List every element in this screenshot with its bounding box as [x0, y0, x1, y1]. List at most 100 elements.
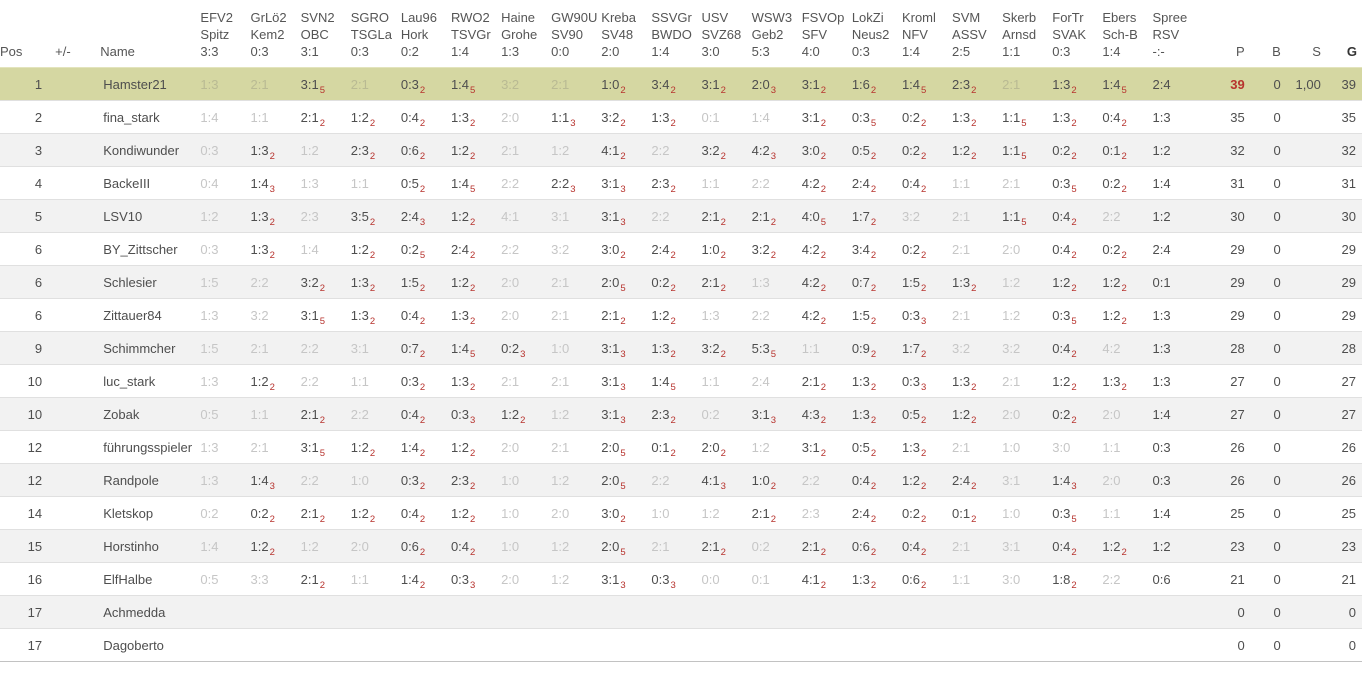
tip-cell: 1:2 — [1149, 529, 1200, 563]
player-name-cell[interactable]: Kletskop — [100, 496, 198, 530]
tip-points: 2 — [470, 282, 476, 294]
tip-score: 3:1 — [601, 373, 620, 389]
tip-points: 2 — [419, 117, 426, 129]
tip-cell — [297, 628, 348, 662]
player-name-cell[interactable]: Hamster21 — [100, 67, 198, 101]
match-header-Haine: Haine Grohe 1:3 — [498, 0, 548, 68]
tip-cell: 1:43 — [247, 463, 298, 497]
tip-score: 0:2 — [651, 274, 670, 290]
tip-cell: 2:2 — [648, 463, 699, 497]
match-header-GrLö2: GrLö2 Kem2 0:3 — [248, 0, 298, 68]
player-name-cell[interactable]: Horstinho — [100, 529, 198, 563]
tip-score: 1:2 — [350, 505, 369, 521]
player-name-cell[interactable]: Achmedda — [100, 595, 198, 629]
tip-score: 0:2 — [1052, 406, 1071, 422]
tip-score: 1:2 — [1152, 208, 1171, 224]
tip-points: 2 — [870, 513, 877, 525]
bonus-cell: 0 — [1249, 67, 1286, 101]
tip-score: 0:3 — [901, 307, 921, 323]
trend-cell — [55, 67, 101, 101]
tip-cell: 1:3 — [1149, 364, 1200, 398]
tip-score: 0:3 — [200, 241, 219, 257]
tip-cell: 1:2 — [999, 298, 1050, 332]
tip-cell: 2:12 — [698, 199, 749, 233]
tip-cell: 1:13 — [548, 100, 599, 134]
tip-cell: 1:45 — [447, 331, 499, 365]
tip-points: 2 — [820, 117, 827, 129]
tip-score: 3:4 — [851, 241, 870, 257]
tip-cell — [748, 628, 799, 662]
tip-points: 2 — [921, 117, 927, 129]
tip-cell — [949, 595, 1000, 629]
tip-cell: 0:3 — [197, 133, 248, 167]
player-name-cell[interactable]: fina_stark — [100, 100, 198, 134]
tip-cell: 3:13 — [598, 166, 649, 200]
tip-score: 0:0 — [701, 571, 720, 587]
tip-cell — [1049, 595, 1100, 629]
tip-score: 1:3 — [300, 175, 319, 191]
tip-score: 0:6 — [851, 538, 870, 554]
tip-score: 1:2 — [350, 241, 369, 257]
tip-cell: 2:03 — [748, 67, 799, 101]
player-name-cell[interactable]: Dagoberto — [100, 628, 198, 662]
tip-cell: 1:1 — [698, 166, 749, 200]
match-away-team: Spitz — [200, 27, 230, 42]
tip-points: 2 — [670, 117, 676, 129]
player-name-cell[interactable]: luc_stark — [100, 364, 198, 398]
tip-cell: 1:1 — [798, 331, 849, 365]
tip-score: 4:2 — [801, 241, 820, 257]
tip-cell: 2:23 — [548, 166, 599, 200]
tip-points: 3 — [921, 381, 927, 393]
s-cell — [1285, 100, 1326, 134]
tip-score: 3:2 — [901, 208, 921, 224]
tip-score: 1:0 — [501, 472, 520, 488]
player-name-cell[interactable]: führungsspieler — [100, 430, 198, 464]
table-row: 6 Schlesier 1:5 2:2 3:22 1:32 1:52 1:22 2:0 2:1 2:… — [0, 265, 1362, 299]
match-header-EFV2: EFV2 Spitz 3:3 — [197, 0, 247, 68]
tip-score: 1:2 — [300, 142, 319, 158]
tip-score: 0:5 — [400, 175, 419, 191]
tip-cell: 0:22 — [1099, 166, 1150, 200]
tip-points: 2 — [470, 216, 476, 228]
tip-score: 0:5 — [851, 142, 870, 158]
tip-cell: 1:2 — [548, 133, 599, 167]
tip-points: 2 — [971, 282, 977, 294]
tip-score: 0:6 — [1152, 571, 1171, 587]
player-name-cell[interactable]: Schimmcher — [100, 331, 198, 365]
tip-score: 1:2 — [450, 208, 470, 224]
player-name-cell[interactable]: Zittauer84 — [100, 298, 198, 332]
player-name-cell[interactable]: Zobak — [100, 397, 198, 431]
tip-cell: 2:0 — [1099, 397, 1150, 431]
tip-cell: 3:13 — [598, 331, 649, 365]
tip-cell: 0:62 — [898, 562, 950, 596]
player-name-cell[interactable]: Randpole — [100, 463, 198, 497]
tip-score: 0:3 — [1052, 307, 1071, 323]
player-name-cell[interactable]: ElfHalbe — [100, 562, 198, 596]
tip-score: 3:2 — [701, 142, 720, 158]
tip-cell: 3:13 — [598, 562, 649, 596]
tip-cell: 3:22 — [297, 265, 348, 299]
tip-points: 2 — [820, 579, 827, 591]
header-g: G — [1346, 44, 1357, 59]
tip-cell: 3:1 — [999, 463, 1050, 497]
player-name-cell[interactable]: BackeIII — [100, 166, 198, 200]
tip-cell — [347, 628, 398, 662]
tip-cell: 1:0 — [498, 496, 549, 530]
tip-cell: 1:15 — [999, 133, 1050, 167]
tip-score: 1:2 — [1002, 307, 1021, 323]
tip-score: 2:1 — [701, 208, 720, 224]
tip-cell: 2:32 — [648, 166, 699, 200]
tip-score: 1:2 — [450, 274, 470, 290]
bonus-cell: 0 — [1249, 199, 1286, 233]
tip-cell: 2:32 — [648, 397, 699, 431]
tip-cell: 1:22 — [949, 397, 1000, 431]
player-name-cell[interactable]: Kondiwunder — [100, 133, 198, 167]
player-name-cell[interactable]: Schlesier — [100, 265, 198, 299]
player-name-cell[interactable]: LSV10 — [100, 199, 198, 233]
tip-cell: 2:1 — [999, 67, 1050, 101]
tip-score: 0:5 — [901, 406, 921, 422]
tip-cell: 4:1 — [498, 199, 549, 233]
player-name-cell[interactable]: BY_Zittscher — [100, 232, 198, 266]
tip-cell: 0:33 — [447, 562, 499, 596]
tip-cell: 2:1 — [247, 67, 298, 101]
